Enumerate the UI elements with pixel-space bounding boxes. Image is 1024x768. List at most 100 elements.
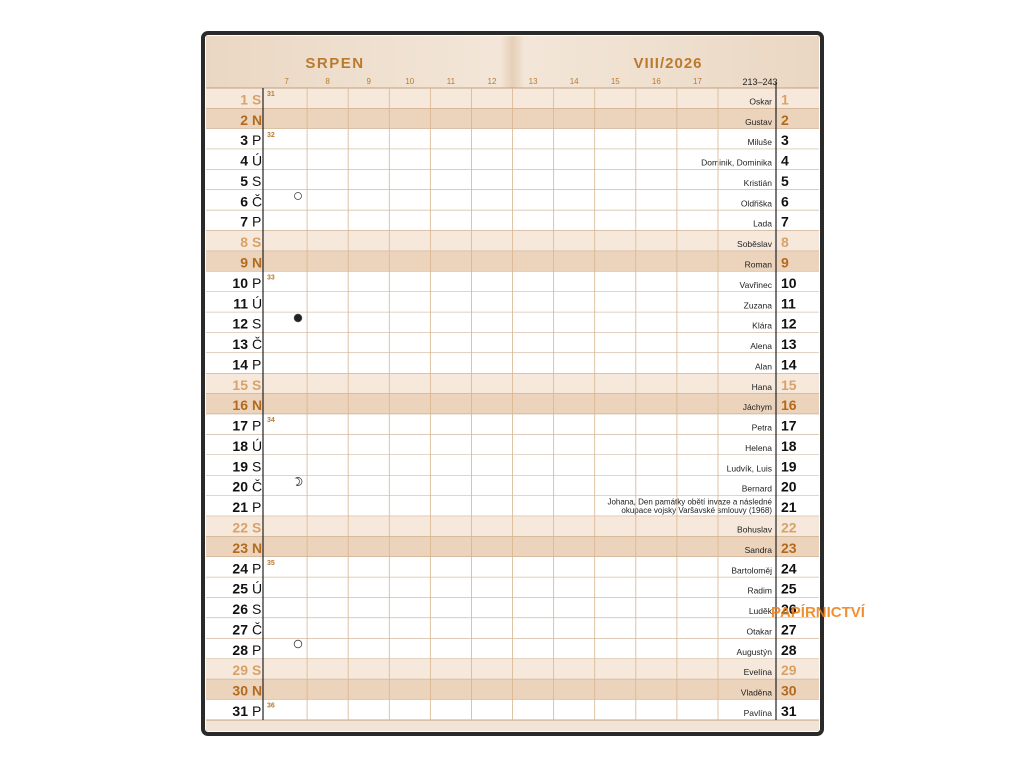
name-day: Alan [755, 361, 772, 371]
weekday: P [252, 499, 261, 515]
day-number: 21 [232, 499, 248, 515]
hour-label: 9 [367, 77, 372, 86]
week-number: 32 [267, 132, 275, 139]
day-number-right: 16 [781, 397, 797, 413]
weekday: Č [252, 193, 262, 209]
day-number-right: 25 [781, 581, 797, 597]
period-title: VIII/2026 [633, 55, 702, 72]
weekday: S [252, 601, 261, 617]
day-number-right: 22 [781, 520, 797, 536]
day-number: 14 [232, 356, 248, 372]
day-number: 22 [232, 520, 248, 536]
weekday: N [252, 683, 262, 699]
day-number-right: 12 [781, 316, 797, 332]
name-day: Radim [747, 586, 772, 596]
name-day: Kristián [744, 178, 773, 188]
day-number: 20 [232, 479, 248, 495]
name-day: Vladěna [741, 688, 772, 698]
weekday: Č [252, 621, 262, 637]
weekday: N [252, 254, 262, 270]
hour-label: 11 [447, 77, 456, 86]
name-day: Augustýn [737, 647, 773, 657]
day-number-right: 4 [781, 153, 789, 169]
name-day: Johana, Den památky obětí invaze a násle… [607, 498, 772, 507]
day-number-right: 23 [781, 540, 797, 556]
day-number-right: 5 [781, 173, 789, 189]
day-number-right: 15 [781, 377, 797, 393]
day-number: 25 [232, 581, 248, 597]
day-number: 7 [240, 214, 248, 230]
day-range: 213–243 [742, 77, 777, 87]
week-number: 33 [267, 274, 275, 281]
day-number: 16 [232, 397, 248, 413]
name-day: Roman [745, 259, 773, 269]
hour-label: 13 [529, 77, 538, 86]
name-day: Otakar [746, 626, 772, 636]
day-number: 24 [232, 560, 248, 576]
weekday: N [252, 540, 262, 556]
day-number: 13 [232, 336, 248, 352]
weekday: Č [252, 336, 262, 352]
week-number: 36 [267, 703, 275, 710]
day-number-right: 10 [781, 275, 797, 291]
day-number-right: 21 [781, 499, 797, 515]
moon-icon [295, 477, 303, 486]
weekday: S [252, 234, 261, 250]
day-number: 26 [232, 601, 248, 617]
weekday: S [252, 377, 261, 393]
hour-label: 7 [284, 77, 289, 86]
week-number: 31 [267, 91, 275, 98]
day-number: 8 [240, 234, 248, 250]
day-number-right: 11 [781, 295, 796, 311]
weekday: S [252, 662, 261, 678]
name-day: Lada [753, 219, 772, 229]
day-number-right: 19 [781, 458, 797, 474]
day-number: 15 [232, 377, 248, 393]
name-day: Jáchym [743, 402, 772, 412]
watermark: PAPÍRNICTVÍ [771, 604, 866, 621]
name-day: Zuzana [744, 300, 773, 310]
hour-label: 8 [325, 77, 330, 86]
day-number: 1 [240, 91, 248, 107]
day-number-right: 30 [781, 683, 797, 699]
day-number: 23 [232, 540, 248, 556]
name-day: Oskar [749, 96, 772, 106]
name-day: Gustav [745, 117, 773, 127]
name-day: Bohuslav [737, 525, 773, 535]
moon-icon [293, 313, 303, 323]
moon-icon [293, 639, 303, 649]
weekday: N [252, 112, 262, 128]
name-day: Bernard [742, 484, 773, 494]
day-number-right: 1 [781, 91, 789, 107]
name-day: Miluše [747, 137, 772, 147]
name-day: Petra [752, 423, 773, 433]
day-number-right: 24 [781, 560, 797, 576]
day-number: 30 [232, 683, 248, 699]
weekday: P [252, 418, 261, 434]
weekday: Ú [252, 438, 262, 454]
day-number-right: 14 [781, 356, 797, 372]
weekday: P [252, 560, 261, 576]
hour-label: 17 [693, 77, 702, 86]
day-number: 2 [240, 112, 248, 128]
name-day: Vavřinec [740, 280, 773, 290]
day-number-right: 29 [781, 662, 797, 678]
hour-label: 16 [652, 77, 661, 86]
footer-band [206, 720, 819, 731]
day-number: 10 [232, 275, 248, 291]
name-day: okupace vojsky Varšavské smlouvy (1968) [621, 506, 772, 515]
name-day: Helena [745, 443, 772, 453]
hour-label: 14 [570, 77, 579, 86]
day-number-right: 13 [781, 336, 797, 352]
day-number: 29 [232, 662, 248, 678]
weekday: P [252, 132, 261, 148]
day-number: 4 [240, 153, 248, 169]
day-number-right: 9 [781, 254, 789, 270]
day-number: 27 [232, 621, 248, 637]
weekday: Ú [252, 153, 262, 169]
day-number-right: 31 [781, 703, 797, 719]
name-day: Bartoloměj [731, 565, 772, 575]
